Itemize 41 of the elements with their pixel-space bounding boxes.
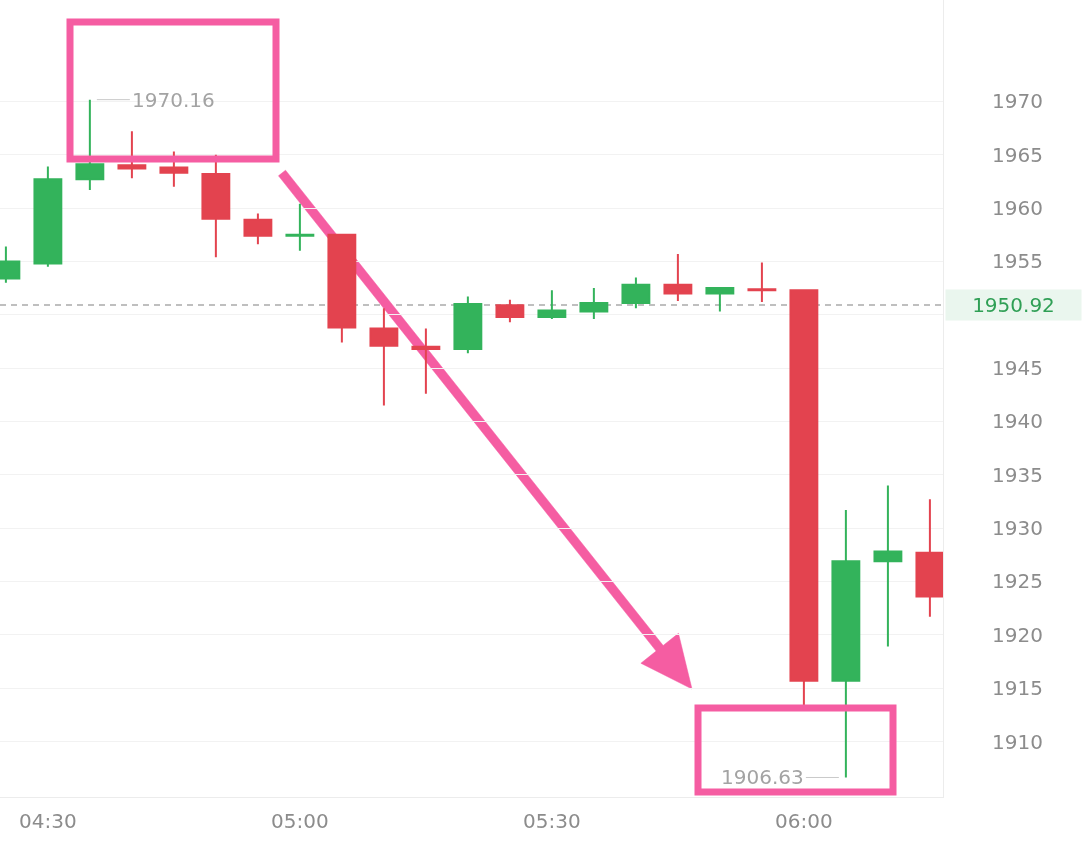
candlestick bbox=[495, 298, 525, 324]
candlestick bbox=[621, 276, 651, 310]
y-tick-label: 1925 bbox=[992, 569, 1043, 594]
x-tick-label: 05:00 bbox=[271, 809, 329, 833]
candlestick bbox=[75, 98, 105, 191]
y-tick-label: 1920 bbox=[992, 622, 1043, 647]
ref-line-label: 1950.92 bbox=[972, 293, 1055, 317]
y-tick-label: 1935 bbox=[992, 462, 1043, 487]
candlestick bbox=[117, 130, 147, 180]
y-tick-label: 1930 bbox=[992, 516, 1043, 541]
candlestick bbox=[243, 212, 273, 246]
candlestick bbox=[873, 484, 903, 648]
candlestick bbox=[369, 307, 399, 407]
x-tick-label: 04:30 bbox=[19, 809, 77, 833]
candlestick bbox=[789, 289, 819, 708]
y-tick-label: 1915 bbox=[992, 676, 1043, 701]
candlestick bbox=[411, 327, 441, 395]
candlestick bbox=[537, 289, 567, 321]
y-tick-label: 1965 bbox=[992, 142, 1043, 167]
y-tick-label: 1960 bbox=[992, 196, 1043, 221]
candlestick bbox=[159, 150, 189, 188]
x-tick-label: 06:00 bbox=[775, 809, 833, 833]
x-tick-label: 05:30 bbox=[523, 809, 581, 833]
candlestick bbox=[705, 286, 735, 313]
y-tick-label: 1940 bbox=[992, 409, 1043, 434]
candlestick bbox=[831, 508, 861, 779]
y-tick-label: 1970 bbox=[992, 89, 1043, 114]
candlestick bbox=[747, 261, 777, 303]
annotation: 1970.16 bbox=[132, 88, 215, 112]
candlestick bbox=[285, 202, 315, 252]
y-tick-label: 1910 bbox=[992, 729, 1043, 754]
y-tick-label: 1945 bbox=[992, 356, 1043, 381]
candlestick bbox=[33, 165, 63, 268]
candlestick bbox=[201, 153, 231, 259]
candlestick bbox=[579, 287, 609, 321]
candlestick bbox=[327, 233, 357, 344]
y-tick-label: 1955 bbox=[992, 249, 1043, 274]
candlestick bbox=[915, 498, 943, 618]
annotation: 1906.63 bbox=[721, 765, 804, 789]
candlestick bbox=[453, 295, 483, 355]
candlestick bbox=[663, 252, 693, 302]
